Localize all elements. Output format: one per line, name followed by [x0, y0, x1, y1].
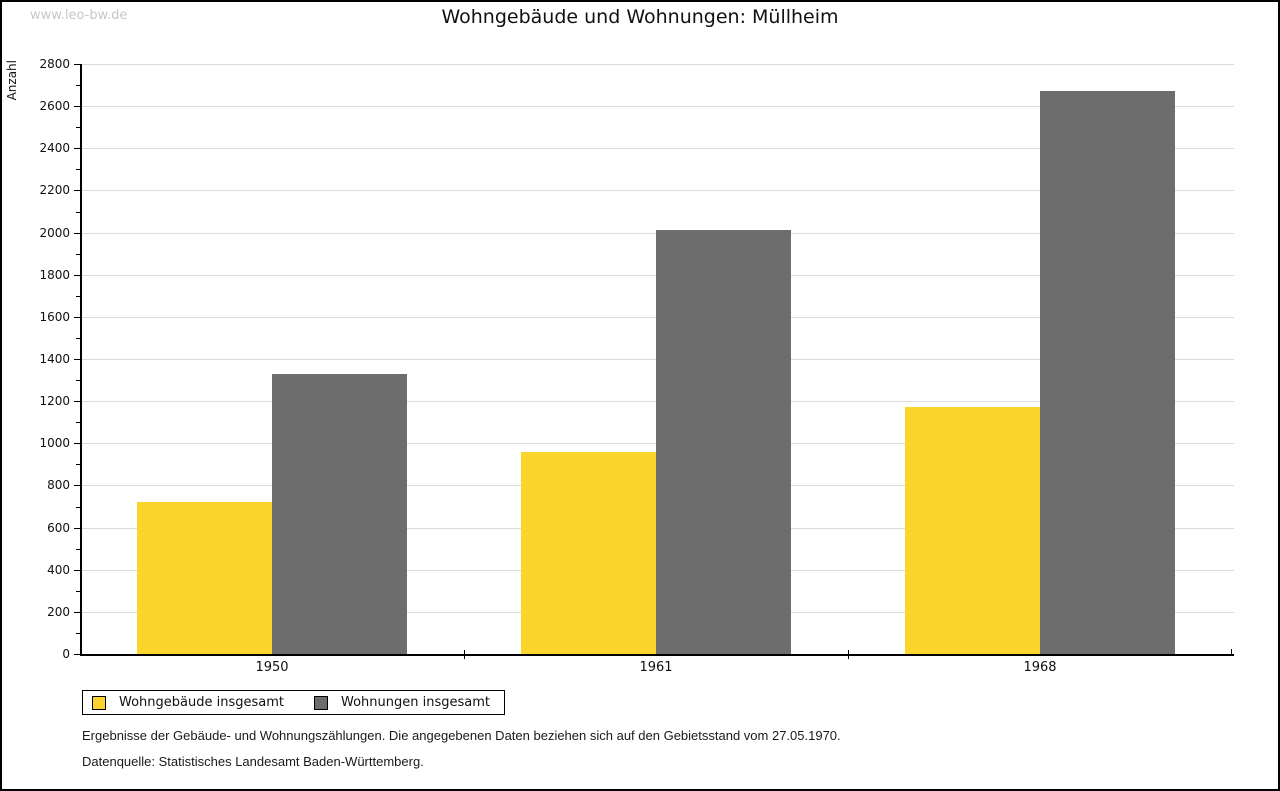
y-tick-label: 1000	[39, 436, 70, 450]
y-tick-label: 2400	[39, 141, 70, 155]
gridline	[82, 64, 1234, 65]
footnote-line-2: Datenquelle: Statistisches Landesamt Bad…	[82, 754, 424, 769]
y-minor-tick	[76, 380, 80, 381]
bar-1950-wohngebaeude	[137, 502, 272, 654]
y-major-tick	[74, 317, 80, 318]
y-tick-label: 1600	[39, 310, 70, 324]
y-minor-tick	[76, 296, 80, 297]
y-major-tick	[74, 570, 80, 571]
y-minor-tick	[76, 212, 80, 213]
y-tick-label: 1800	[39, 268, 70, 282]
legend-item-wohngebaeude: Wohngebäude insgesamt	[92, 695, 284, 710]
y-axis-label: Anzahl	[5, 60, 19, 101]
footnote-line-1: Ergebnisse der Gebäude- und Wohnungszähl…	[82, 728, 841, 743]
y-tick-label: 0	[62, 647, 70, 661]
legend-swatch-yellow	[92, 695, 106, 710]
legend-label: Wohngebäude insgesamt	[119, 695, 284, 710]
legend-swatch-gray	[314, 695, 328, 710]
gridline	[82, 148, 1234, 149]
y-major-tick	[74, 64, 80, 65]
y-axis-label-wrap: Anzahl	[5, 60, 20, 118]
y-major-tick	[74, 401, 80, 402]
x-category-tick	[464, 650, 465, 659]
y-tick-label: 2600	[39, 99, 70, 113]
chart-title: Wohngebäude und Wohnungen: Müllheim	[441, 6, 839, 28]
y-minor-tick	[76, 591, 80, 592]
bar-1961-wohngebaeude	[521, 452, 656, 654]
y-tick-label: 1200	[39, 394, 70, 408]
x-tick-label: 1950	[255, 660, 289, 675]
y-major-tick	[74, 190, 80, 191]
x-tick-label: 1961	[639, 660, 673, 675]
y-major-tick	[74, 275, 80, 276]
y-minor-tick	[76, 338, 80, 339]
x-axis-end-tick	[1231, 649, 1232, 654]
y-major-tick	[74, 359, 80, 360]
legend-label: Wohnungen insgesamt	[341, 695, 490, 710]
y-minor-tick	[76, 422, 80, 423]
y-minor-tick	[76, 254, 80, 255]
y-tick-label: 600	[47, 521, 70, 535]
y-minor-tick	[76, 549, 80, 550]
legend-item-wohnungen: Wohnungen insgesamt	[314, 695, 490, 710]
y-major-tick	[74, 106, 80, 107]
y-tick-label: 2800	[39, 57, 70, 71]
y-minor-tick	[76, 507, 80, 508]
y-major-tick	[74, 233, 80, 234]
y-minor-tick	[76, 85, 80, 86]
watermark: www.leo-bw.de	[30, 8, 128, 23]
legend: Wohngebäude insgesamt Wohnungen insgesam…	[82, 690, 505, 715]
y-major-tick	[74, 612, 80, 613]
y-tick-label: 2000	[39, 226, 70, 240]
gridline	[82, 190, 1234, 191]
bar-1968-wohnungen	[1040, 91, 1175, 654]
y-minor-tick	[76, 127, 80, 128]
gridline	[82, 106, 1234, 107]
y-tick-label: 1400	[39, 352, 70, 366]
y-tick-label: 400	[47, 563, 70, 577]
x-tick-label: 1968	[1023, 660, 1057, 675]
bar-1961-wohnungen	[656, 230, 791, 654]
bar-1968-wohngebaeude	[905, 407, 1040, 654]
y-tick-label: 2200	[39, 183, 70, 197]
bar-1950-wohnungen	[272, 374, 407, 654]
y-major-tick	[74, 148, 80, 149]
y-minor-tick	[76, 464, 80, 465]
y-major-tick	[74, 654, 80, 655]
x-category-tick	[848, 650, 849, 659]
y-minor-tick	[76, 169, 80, 170]
y-tick-label: 200	[47, 605, 70, 619]
y-tick-label: 800	[47, 478, 70, 492]
y-major-tick	[74, 443, 80, 444]
y-major-tick	[74, 485, 80, 486]
y-minor-tick	[76, 633, 80, 634]
y-major-tick	[74, 528, 80, 529]
